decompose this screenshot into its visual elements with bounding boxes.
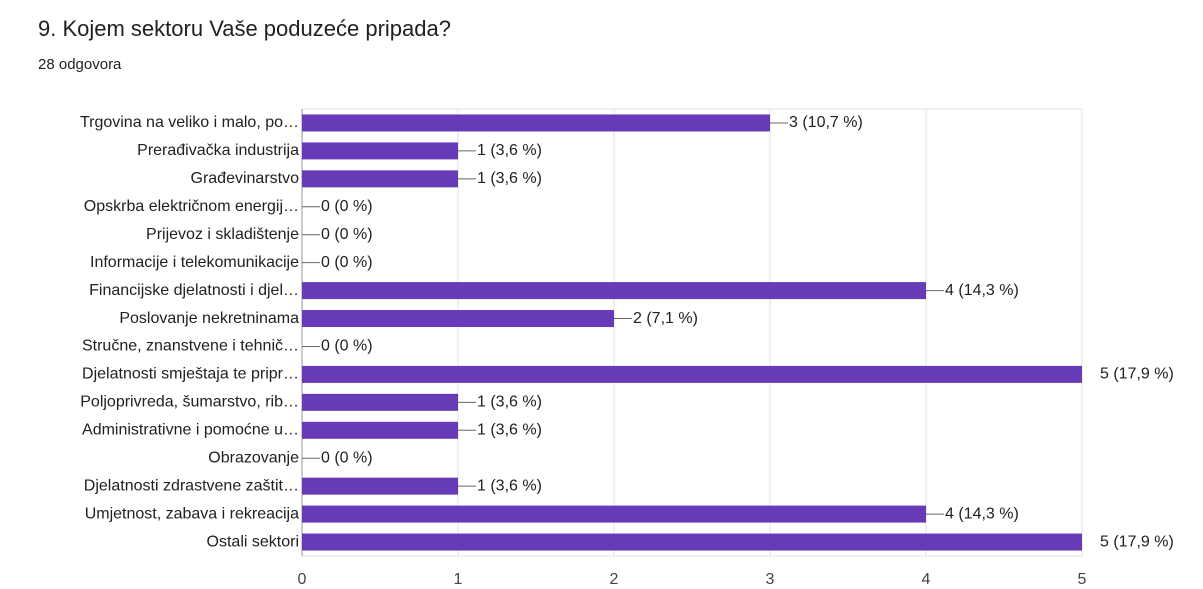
value-label: 5 (17,9 %): [1100, 533, 1174, 550]
bar: [302, 421, 458, 439]
bar: [302, 393, 458, 411]
chart-subtitle: 28 odgovora: [38, 56, 122, 73]
y-tick-label: Obrazovanje: [208, 449, 299, 466]
y-tick-label: Djelatnosti zdrastvene zaštit…: [84, 477, 299, 494]
x-tick-label: 4: [922, 571, 931, 588]
y-tick-label: Financijske djelatnosti i djel…: [89, 282, 299, 299]
value-label: 1 (3,6 %): [477, 142, 542, 159]
bar: [302, 142, 458, 160]
bar: [302, 170, 458, 188]
bar: [302, 477, 458, 495]
y-tick-label: Prerađivačka industrija: [137, 142, 299, 159]
y-tick-label: Informacije i telekomunikacije: [90, 254, 299, 271]
value-label: 2 (7,1 %): [633, 310, 698, 327]
bar: [302, 505, 926, 523]
value-label: 4 (14,3 %): [945, 282, 1019, 299]
value-label: 1 (3,6 %): [477, 170, 542, 187]
chart-title: 9. Kojem sektoru Vaše poduzeće pripada?: [38, 16, 451, 41]
x-tick-label: 0: [298, 571, 307, 588]
value-label: 0 (0 %): [321, 338, 373, 355]
x-tick-label: 1: [454, 571, 463, 588]
x-tick-label: 5: [1078, 571, 1087, 588]
y-tick-label: Umjetnost, zabava i rekreacija: [85, 505, 299, 522]
value-label: 0 (0 %): [321, 198, 373, 215]
x-tick-label: 3: [766, 571, 775, 588]
value-label: 1 (3,6 %): [477, 477, 542, 494]
y-tick-label: Djelatnosti smještaja te pripr…: [82, 366, 299, 383]
value-label: 5 (17,9 %): [1100, 366, 1174, 383]
value-label: 0 (0 %): [321, 254, 373, 271]
value-label: 4 (14,3 %): [945, 505, 1019, 522]
y-tick-label: Stručne, znanstvene i tehnič…: [82, 338, 299, 355]
y-tick-label: Poljoprivreda, šumarstvo, rib…: [80, 394, 299, 411]
bar: [302, 282, 926, 300]
bar: [302, 533, 1082, 551]
y-tick-label: Prijevoz i skladištenje: [146, 226, 299, 243]
y-tick-label: Opskrba električnom energij…: [84, 198, 299, 215]
x-tick-label: 2: [610, 571, 619, 588]
bar: [302, 310, 614, 328]
bar: [302, 114, 770, 132]
value-label: 0 (0 %): [321, 449, 373, 466]
y-tick-label: Trgovina na veliko i malo, po…: [80, 114, 299, 131]
value-label: 3 (10,7 %): [789, 114, 863, 131]
value-label: 1 (3,6 %): [477, 422, 542, 439]
y-tick-label: Administrativne i pomoćne u…: [82, 422, 299, 439]
y-tick-label: Poslovanje nekretninama: [119, 310, 299, 327]
value-label: 1 (3,6 %): [477, 394, 542, 411]
y-tick-label: Ostali sektori: [207, 533, 299, 550]
value-label: 0 (0 %): [321, 226, 373, 243]
bar: [302, 365, 1082, 383]
y-tick-label: Građevinarstvo: [191, 170, 300, 187]
